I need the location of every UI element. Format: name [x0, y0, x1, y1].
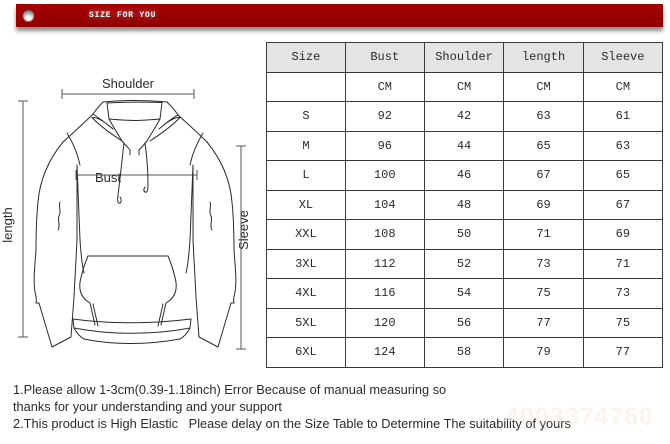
svg-text:Sleeve: Sleeve	[236, 210, 251, 250]
svg-text:length: length	[0, 207, 15, 242]
svg-text:Shoulder: Shoulder	[102, 76, 155, 91]
svg-text:Bust: Bust	[95, 170, 121, 185]
